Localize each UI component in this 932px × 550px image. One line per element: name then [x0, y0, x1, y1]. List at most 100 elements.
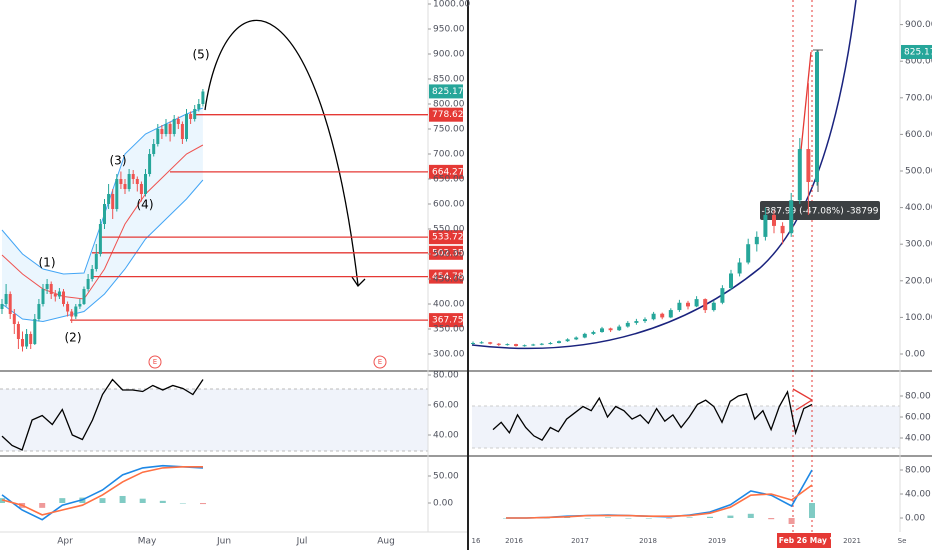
month-label: May: [138, 537, 157, 547]
candle-body: [789, 200, 794, 234]
candle-body: [16, 324, 20, 339]
level-label: 778.62: [432, 110, 464, 120]
candle-body: [12, 314, 16, 324]
candle-body: [815, 52, 819, 182]
candle-body: [33, 319, 37, 344]
price-tick-label: 500.00: [905, 167, 932, 177]
level-tag: [429, 269, 463, 284]
rsi-line: [492, 389, 813, 441]
date-range-label: 10 Feb 26 May '20: [766, 536, 843, 545]
rsi-line: [1, 378, 204, 451]
earnings-marker: [148, 355, 162, 369]
macd-hist: [564, 517, 571, 518]
candle-body: [74, 306, 78, 317]
level-tag: [429, 230, 463, 245]
macd-hist: [605, 517, 611, 518]
candle-body: [107, 194, 111, 204]
band-fill: [2, 108, 203, 322]
candle-body: [123, 184, 127, 189]
candle-body: [496, 343, 501, 345]
macd-hist: [809, 503, 815, 518]
candle-body: [135, 179, 139, 184]
year-label: 16: [472, 537, 481, 545]
price-tick-label: 700.00: [905, 93, 932, 103]
candle-body: [600, 328, 604, 333]
candle-body: [94, 254, 98, 269]
price-tick-label: 700.00: [433, 150, 465, 160]
price-tick-label: 200.00: [905, 276, 932, 286]
candle-body: [103, 204, 106, 224]
candle-body: [189, 114, 193, 119]
year-label: 2016: [505, 537, 523, 545]
candle-body: [479, 342, 484, 344]
year-label: 2021: [843, 537, 861, 545]
candle-body: [172, 119, 176, 134]
level-label: 533.72: [432, 233, 464, 243]
macd-hist: [139, 498, 146, 503]
candle-body: [677, 302, 682, 311]
candle-body: [185, 114, 188, 139]
price-tick-label: 400.00: [905, 203, 932, 213]
price-tick-label: 100.00: [905, 313, 932, 323]
month-label: Apr: [57, 537, 73, 547]
macd-signal: [506, 484, 813, 519]
candle-body: [488, 342, 493, 344]
candle-body: [608, 328, 613, 331]
macd-hist: [686, 517, 693, 518]
year-label: Se: [898, 537, 907, 545]
macd-hist: [119, 495, 126, 503]
measure-text: -387.99 (-47.08%) -38799: [762, 207, 879, 217]
candle-body: [582, 333, 587, 338]
candle-body: [539, 343, 544, 345]
candle-body: [694, 299, 699, 307]
month-label: Jul: [296, 537, 308, 547]
candle-body: [66, 304, 70, 312]
macd-tick-label: 0.00: [433, 499, 453, 509]
rsi-tick-label: 80.00: [905, 392, 931, 402]
candle-body: [797, 149, 802, 201]
candle-body: [25, 334, 29, 347]
candle-body: [57, 291, 61, 297]
candle-body: [660, 313, 665, 318]
candle-body: [98, 224, 102, 254]
candle-body: [119, 179, 123, 184]
candle-body: [168, 124, 172, 134]
candle-body: [711, 302, 716, 311]
price-tick-label: 800.00: [433, 100, 465, 110]
macd-hist: [543, 518, 550, 519]
last-price-label: 825.17: [904, 47, 932, 57]
macd-signal: [1, 466, 203, 516]
candle-body: [86, 279, 90, 289]
rsi-tick-label: 60.00: [905, 413, 931, 423]
candle-body: [548, 343, 553, 345]
date-range-box: [777, 533, 831, 548]
macd-hist: [645, 518, 652, 519]
candle-body: [617, 326, 622, 331]
price-tick-label: 300.00: [905, 240, 932, 250]
price-tick-label: 550.00: [433, 225, 465, 235]
level-label: 454.78: [432, 272, 464, 282]
macd-hist: [39, 503, 46, 508]
candle-body: [557, 341, 561, 344]
candle-body: [806, 149, 811, 182]
candle-body: [82, 289, 86, 304]
candle-body: [197, 104, 201, 109]
candle-body: [115, 179, 119, 209]
candle-body: [505, 344, 510, 346]
candle-body: [471, 343, 475, 345]
price-tick-label: 400.00: [433, 300, 465, 310]
candle-body: [651, 313, 656, 320]
macd-hist: [584, 518, 591, 519]
macd-tick-label: 80.00: [905, 466, 931, 476]
price-tick-label: 350.00: [433, 325, 465, 335]
macd-hist: [625, 518, 632, 519]
rsi-tick-label: 40.00: [905, 434, 931, 444]
candle-body: [127, 174, 131, 189]
price-tick-label: 900.00: [905, 20, 932, 30]
candle-body: [180, 124, 184, 139]
wave-label: (2): [65, 331, 82, 345]
price-tick-label: 900.00: [433, 50, 465, 60]
candle-body: [144, 174, 147, 194]
